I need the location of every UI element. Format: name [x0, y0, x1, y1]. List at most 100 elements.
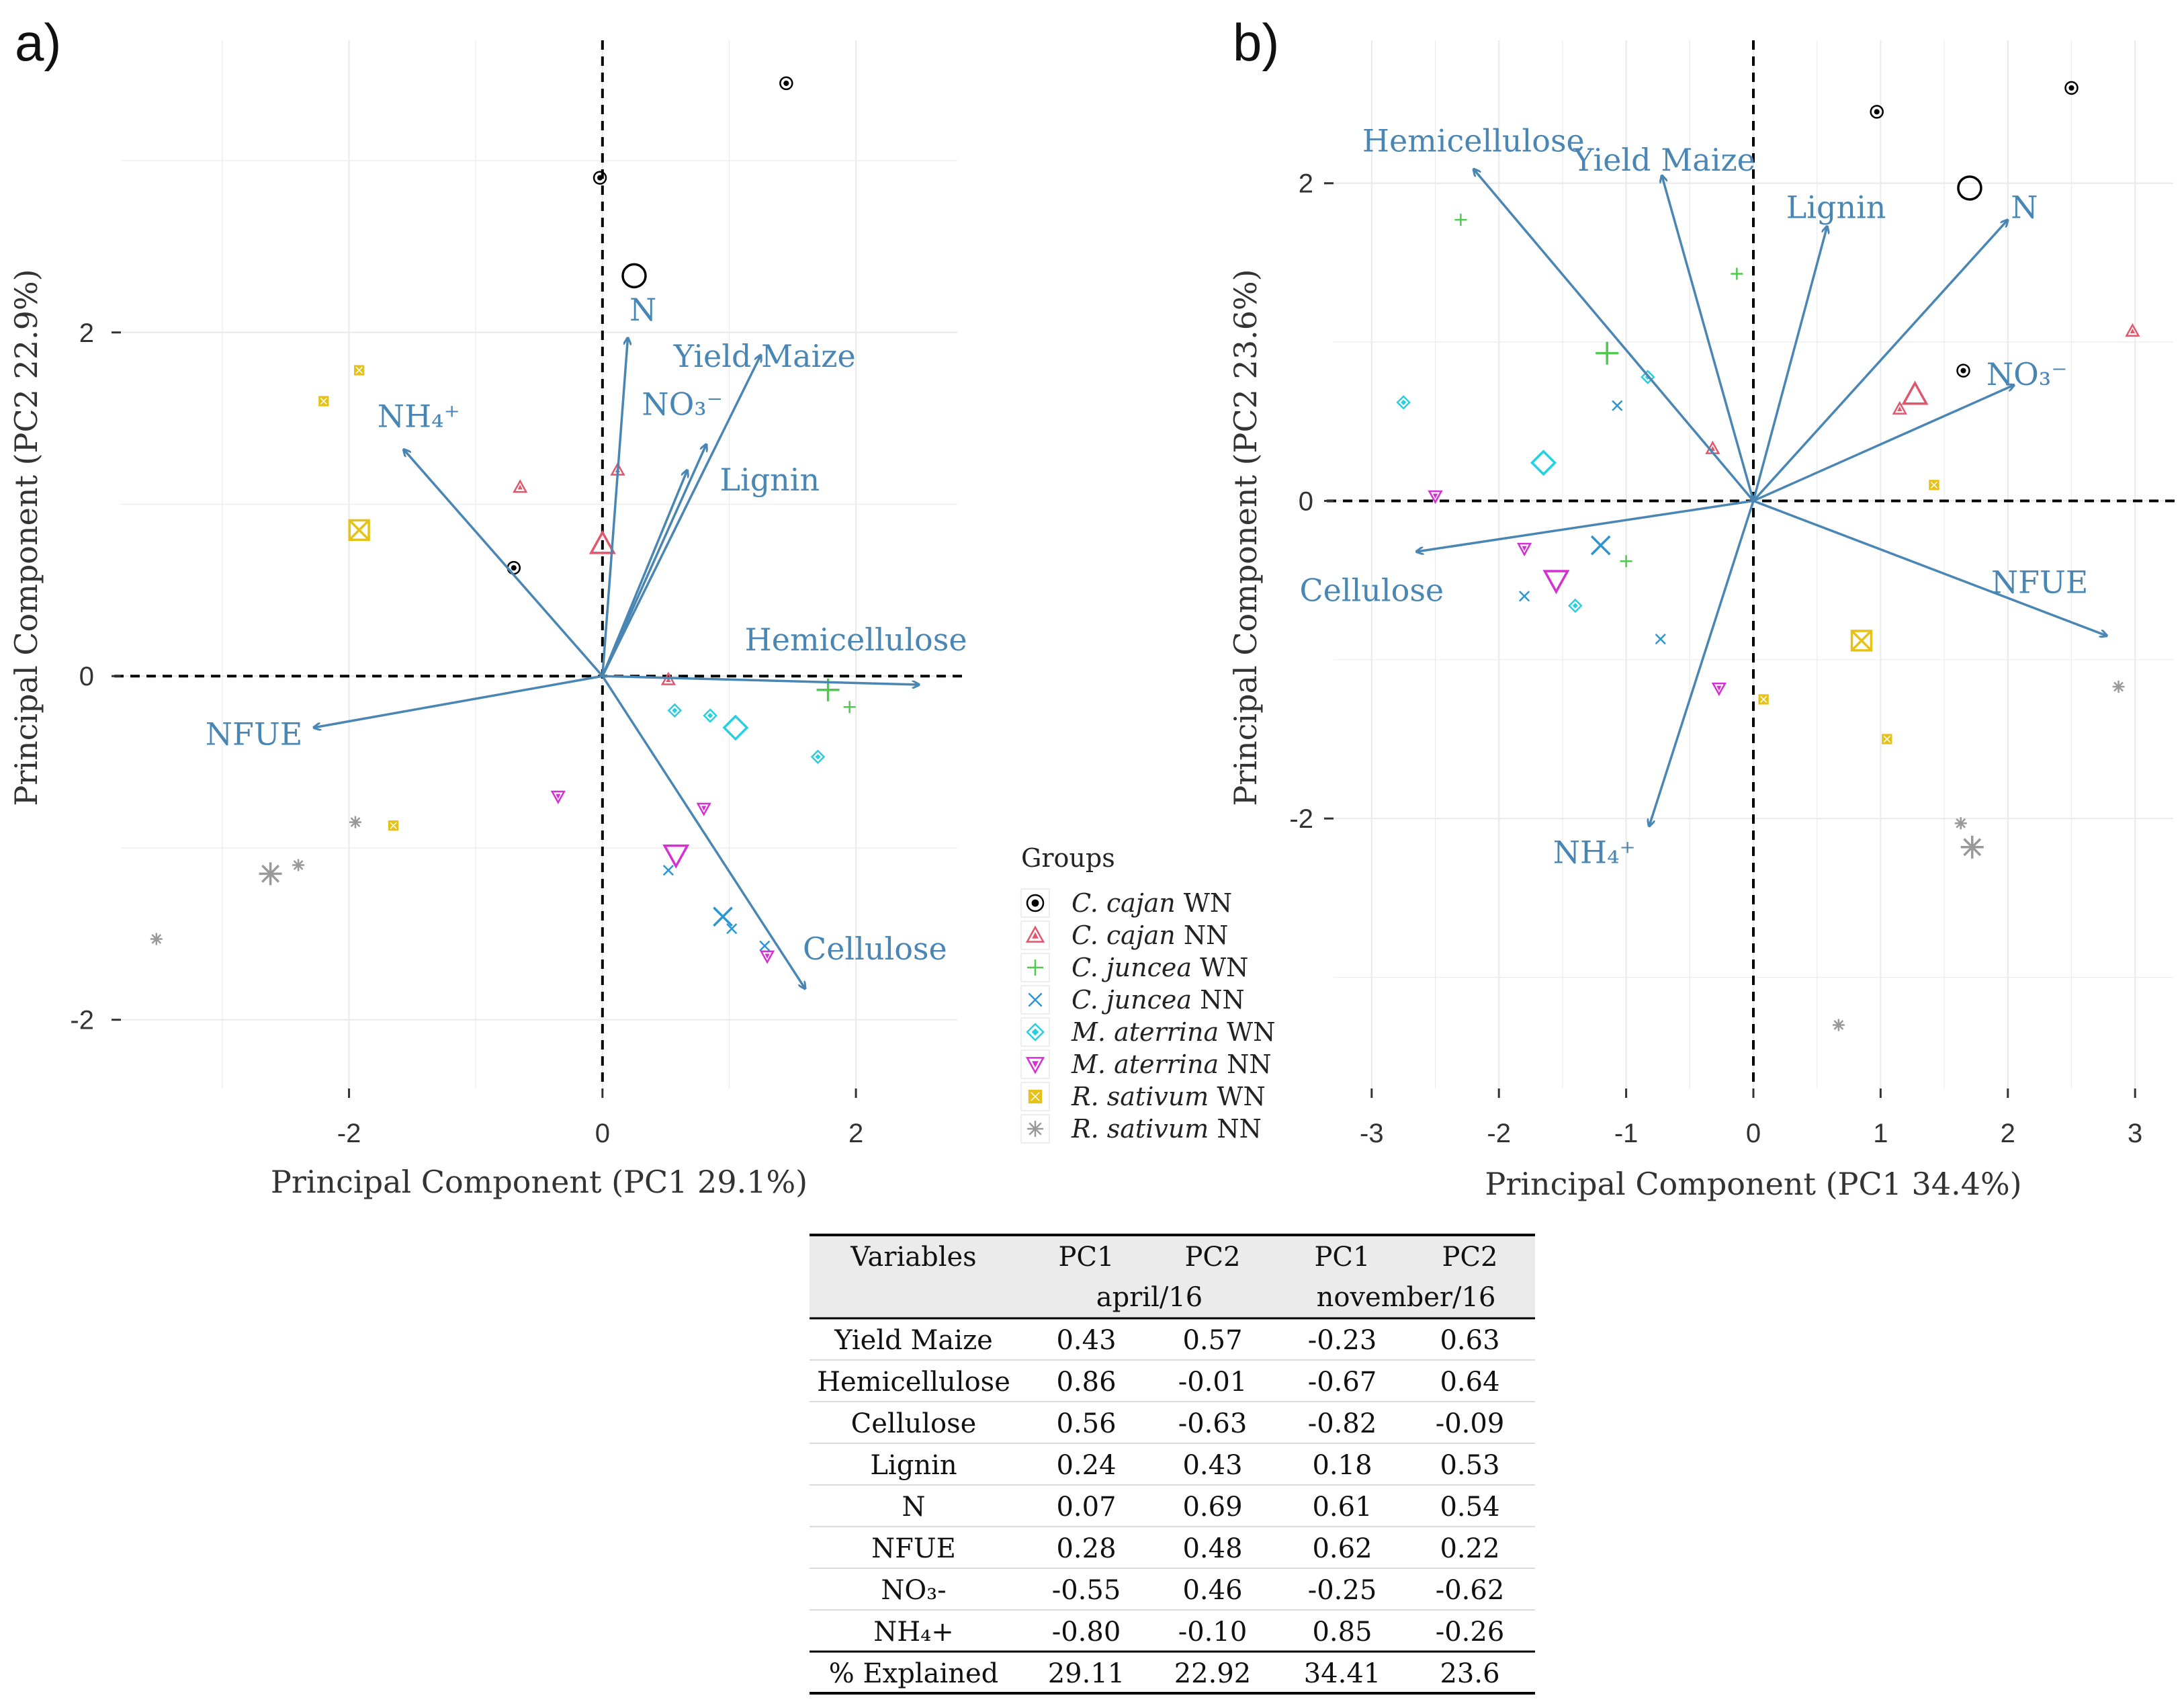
loading-vector-yield	[1662, 175, 1755, 501]
legend-symbol-aterrina-nn	[1025, 1057, 1045, 1074]
legend-symbol-juncea-nn	[1028, 992, 1043, 1007]
data-point-aterrina-nn	[696, 802, 711, 816]
data-point-juncea-nn	[1590, 535, 1611, 556]
vector-label-cellulose: Cellulose	[803, 931, 947, 967]
data-point-juncea-nn	[726, 923, 738, 935]
table-footer-cell: % Explained	[829, 1658, 999, 1689]
table-cell: -0.82	[1308, 1408, 1377, 1439]
data-point-aterrina-wn-shape	[1641, 370, 1655, 384]
y-axis-title: Principal Component (PC2 23.6%)	[1227, 269, 1264, 806]
table-cell: 0.54	[1440, 1492, 1499, 1523]
data-point-cajan-wn-shape	[2064, 81, 2079, 95]
data-point-cajan-nn	[1892, 400, 1907, 415]
vector-label-nfue: NFUE	[1991, 564, 2089, 601]
legend-species: C. juncea	[1072, 985, 1192, 1015]
data-point-sativum-nn-shape	[1954, 817, 1967, 830]
vector-label-no3: NO₃⁻	[642, 386, 723, 423]
legend-symbol-cajan-nn-shape	[1025, 925, 1045, 943]
data-point-juncea-nn-shape	[759, 940, 771, 951]
x-tick-label: -1	[1614, 1119, 1639, 1148]
data-point-juncea-nn-shape	[1590, 535, 1611, 556]
data-point-juncea-nn	[1655, 634, 1666, 645]
data-point-cajan-wn-shape	[593, 171, 607, 185]
data-point-cajan-wn-shape	[1870, 105, 1884, 119]
table-cell: 0.24	[1056, 1450, 1116, 1481]
legend-symbol-cajan-wn-dot	[1031, 899, 1039, 907]
data-point-aterrina-nn	[759, 950, 775, 964]
table-cell: -0.01	[1178, 1367, 1248, 1398]
data-point-cajan-nn	[2125, 323, 2140, 337]
data-point-juncea-nn	[662, 865, 674, 876]
data-point-aterrina-wn-shape	[1396, 395, 1411, 410]
data-point-aterrina-wn-dot	[1572, 603, 1578, 609]
data-point-juncea-wn	[1596, 341, 1619, 365]
data-point-sativum-nn-shape	[1960, 835, 1984, 859]
legend-suffix: NN	[1209, 1114, 1262, 1144]
loading-vector-cellulose	[601, 675, 805, 988]
loading-vector-no3	[601, 444, 707, 677]
table-cell: 0.18	[1312, 1450, 1372, 1481]
data-point-aterrina-nn-shape	[550, 790, 566, 804]
data-point-sativum-wn	[318, 396, 329, 407]
table-cell: 0.43	[1056, 1325, 1116, 1356]
legend-symbol-aterrina-nn-dot	[1032, 1061, 1039, 1068]
table-cell: Hemicellulose	[817, 1367, 1010, 1398]
data-point-aterrina-nn-dot	[1716, 685, 1722, 691]
x-tick-label: 2	[848, 1119, 863, 1148]
data-point-juncea-wn	[1454, 214, 1467, 226]
legend-species: M. aterrina	[1071, 1017, 1219, 1047]
data-point-juncea-nn	[1519, 591, 1530, 602]
x-tick-label: 2	[2001, 1119, 2015, 1148]
data-point-sativum-nn-shape	[292, 859, 305, 871]
table-footer-cell: 29.11	[1048, 1658, 1125, 1689]
legend-suffix: WN	[1176, 888, 1232, 918]
x-tick-label: -3	[1360, 1119, 1384, 1148]
legend-symbol-aterrina-wn-shape	[1026, 1023, 1045, 1041]
loading-vector-nh4	[404, 450, 604, 677]
loading-vector-nh4	[1649, 500, 1755, 826]
vector-label-hemicellulose: Hemicellulose	[745, 622, 967, 658]
data-point-juncea-nn	[759, 940, 771, 951]
data-point-aterrina-wn	[703, 708, 717, 723]
data-point-juncea-wn	[1620, 555, 1632, 568]
table-cell: 0.28	[1056, 1533, 1116, 1564]
data-point-sativum-nn	[1960, 835, 1984, 859]
data-point-cajan-wn-dot	[597, 175, 603, 181]
data-point-aterrina-wn	[1568, 598, 1583, 613]
table-header-cell: Variables	[850, 1242, 976, 1273]
data-point-aterrina-nn-dot	[556, 794, 561, 799]
legend-suffix: WN	[1209, 1082, 1265, 1111]
data-point-cajan-nn-shape	[1892, 400, 1907, 415]
data-point-aterrina-nn-shape	[1516, 542, 1532, 556]
loading-vector-nfue	[1753, 499, 2107, 636]
table-cell: -0.67	[1308, 1367, 1377, 1398]
table-footer-cell: 34.41	[1304, 1658, 1381, 1689]
table-cell: -0.26	[1436, 1617, 1505, 1648]
data-point-juncea-wn-shape	[1731, 267, 1743, 280]
data-point-sativum-wn-cross	[1760, 695, 1767, 703]
vector-label-yield: Yield Maize	[673, 338, 856, 374]
loading-vector-N	[601, 337, 628, 677]
vector-label-lignin: Lignin	[719, 462, 820, 498]
data-point-sativum-nn	[1832, 1019, 1845, 1031]
vector-label-lignin: Lignin	[1786, 189, 1886, 226]
data-point-aterrina-wn	[1396, 395, 1411, 410]
data-point-aterrina-nn-shape	[1711, 682, 1727, 696]
data-point-aterrina-wn	[810, 749, 826, 765]
data-point-aterrina-nn	[662, 844, 690, 869]
data-point-aterrina-wn	[667, 703, 683, 718]
panel-a-label: a)	[15, 13, 61, 72]
data-point-aterrina-nn-dot	[701, 806, 707, 811]
data-point-aterrina-wn	[722, 714, 749, 741]
legend-suffix: NN	[1176, 921, 1229, 950]
data-point-cajan-wn	[779, 76, 793, 91]
table-cell: NFUE	[871, 1533, 956, 1564]
table-cell: -0.25	[1308, 1575, 1377, 1606]
data-point-sativum-nn	[259, 862, 282, 886]
data-point-aterrina-wn-shape	[703, 708, 717, 723]
data-point-aterrina-nn	[1711, 682, 1727, 696]
data-point-juncea-nn-shape	[1612, 400, 1623, 411]
data-point-aterrina-wn-shape	[1530, 450, 1557, 476]
x-tick-label: -2	[337, 1119, 361, 1148]
legend-suffix: NN	[1192, 985, 1245, 1015]
